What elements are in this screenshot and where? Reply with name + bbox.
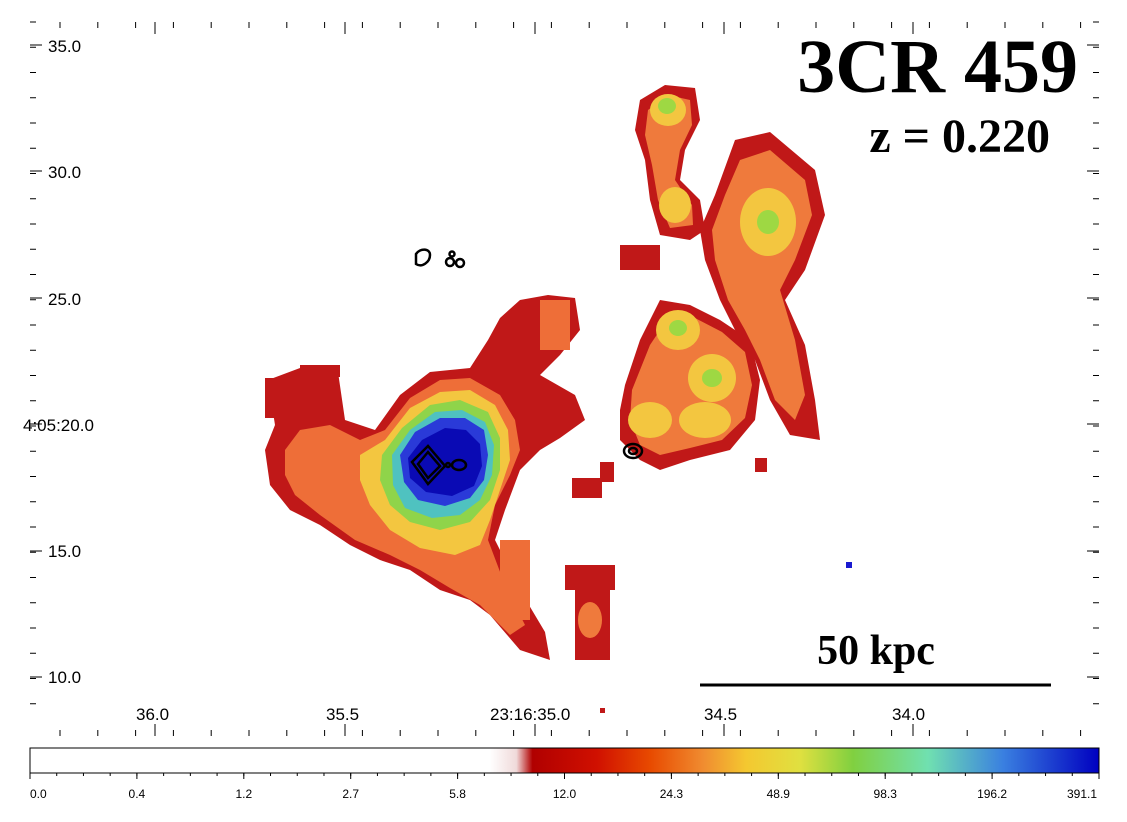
scale-bar-label: 50 kpc <box>817 628 935 674</box>
x-axis-labels: 36.0 35.5 23:16:35.0 34.5 34.0 <box>136 705 925 724</box>
x-tick-label: 35.5 <box>326 705 359 724</box>
source-title: 3CR 459 <box>797 25 1078 109</box>
colorbar-label: 196.2 <box>977 787 1007 801</box>
x-tick-label: 34.5 <box>704 705 737 724</box>
y-tick-label: 4:05:20.0 <box>23 416 94 435</box>
y-tick-label: 30.0 <box>48 163 81 182</box>
right-knot-green <box>757 210 779 234</box>
colorbar-label: 0.4 <box>129 787 146 801</box>
x-tick-label: 36.0 <box>136 705 169 724</box>
y-tick-label: 10.0 <box>48 668 81 687</box>
left-blob <box>265 295 585 660</box>
axis-ticks <box>30 21 1099 736</box>
top-knot-green <box>658 98 676 114</box>
x-tick-label: 23:16:35.0 <box>490 705 570 724</box>
colorbar-label: 391.1 <box>1067 787 1097 801</box>
colorbar-label: 48.9 <box>767 787 791 801</box>
y-tick-label: 25.0 <box>48 290 81 309</box>
colorbar-label: 2.7 <box>342 787 359 801</box>
colorbar-label: 5.8 <box>449 787 466 801</box>
scale-bar: 50 kpc <box>700 628 1051 687</box>
colorbar-label: 1.2 <box>235 787 252 801</box>
colorbar-label: 12.0 <box>553 787 577 801</box>
colorbar-gradient <box>29 747 1100 774</box>
emission-map <box>265 85 852 713</box>
redshift-label: z = 0.220 <box>869 110 1050 163</box>
colorbar: 0.0 0.4 1.2 2.7 5.8 12.0 24.3 48.9 98.3 196.2 391.… <box>29 747 1100 801</box>
y-tick-label: 35.0 <box>48 37 81 56</box>
y-tick-label: 15.0 <box>48 542 81 561</box>
right-clumps <box>565 85 852 713</box>
colorbar-label: 98.3 <box>874 787 898 801</box>
y-axis-labels: 35.0 30.0 25.0 4:05:20.0 15.0 10.0 <box>23 37 94 687</box>
colorbar-label: 24.3 <box>660 787 684 801</box>
radio-contours <box>410 248 644 486</box>
x-tick-label: 34.0 <box>892 705 925 724</box>
colorbar-label: 0.0 <box>30 787 47 801</box>
left-blob-core <box>408 428 482 496</box>
